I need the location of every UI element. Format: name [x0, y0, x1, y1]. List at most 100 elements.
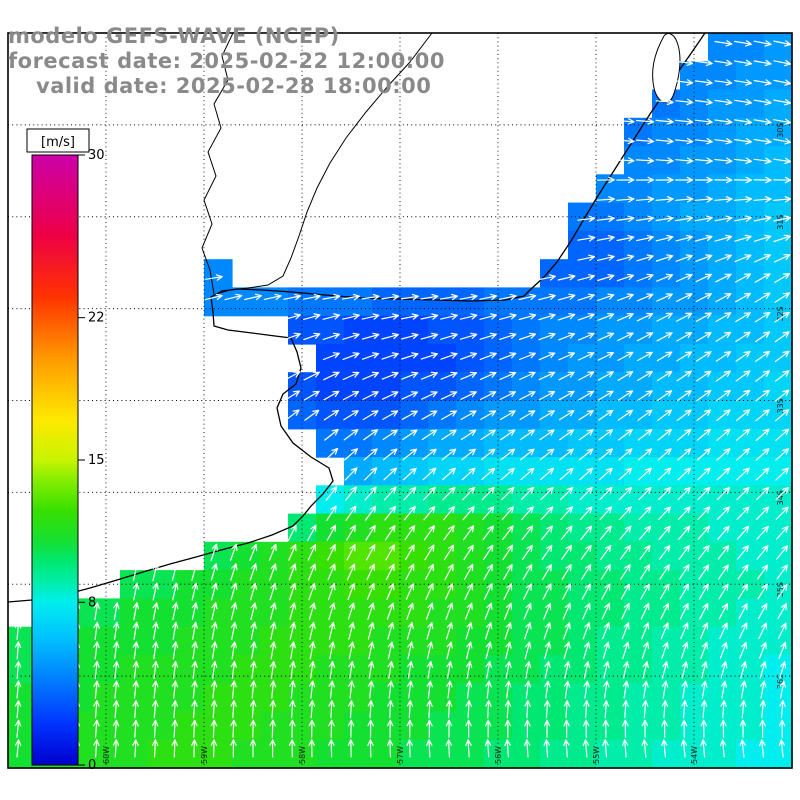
wind-arrow	[307, 544, 317, 561]
wind-arrow	[348, 700, 355, 719]
wind-cell	[400, 711, 429, 741]
wind-arrow	[714, 254, 732, 263]
wind-arrow	[289, 661, 296, 679]
wind-arrow	[347, 719, 355, 738]
wind-cell	[316, 513, 345, 543]
wind-cell	[456, 287, 485, 317]
wind-arrow	[171, 680, 179, 699]
wind-cell	[428, 372, 457, 402]
wind-arrow	[224, 293, 243, 301]
wind-arrow	[268, 543, 277, 561]
wind-arrow	[152, 680, 159, 699]
wind-arrow	[734, 234, 752, 242]
wind-arrow	[716, 467, 731, 481]
wind-arrow	[322, 313, 341, 320]
wind-cell	[316, 287, 345, 317]
wind-cell	[260, 711, 289, 741]
wind-cell	[736, 485, 765, 515]
wind-arrow	[498, 293, 517, 301]
wind-arrow	[308, 739, 315, 758]
wind-cell	[736, 654, 765, 684]
wind-cell	[232, 683, 261, 713]
wind-arrow	[14, 680, 22, 699]
wind-cell	[596, 259, 625, 289]
wind-arrow	[421, 391, 438, 400]
wind-arrow	[735, 428, 751, 441]
wind-arrow	[284, 409, 300, 421]
wind-arrow	[283, 313, 301, 321]
wind-cell	[736, 89, 765, 119]
wind-arrow	[720, 700, 727, 719]
wind-arrow	[636, 254, 654, 262]
wind-arrow	[346, 544, 356, 561]
wind-arrow	[599, 525, 612, 540]
wind-arrow	[151, 739, 159, 758]
wind-arrow	[661, 700, 669, 719]
wind-arrow	[716, 487, 730, 501]
wind-arrow	[755, 409, 770, 422]
wind-arrow	[753, 215, 772, 222]
wind-arrow	[639, 564, 651, 580]
wind-cell	[512, 654, 541, 684]
wind-cell	[316, 344, 345, 373]
wind-arrow	[323, 371, 340, 381]
wind-arrow	[676, 409, 692, 421]
wind-arrow	[479, 313, 497, 320]
wind-arrow	[755, 467, 770, 481]
wind-cell	[596, 287, 625, 317]
wind-arrow	[660, 622, 669, 640]
wind-arrow	[230, 621, 238, 640]
wind-arrow	[485, 700, 492, 719]
wind-arrow	[736, 525, 750, 540]
wind-arrow	[328, 641, 336, 660]
wind-arrow	[132, 719, 139, 738]
wind-cell	[456, 400, 485, 430]
wind-arrow	[386, 602, 395, 620]
wind-arrow	[446, 661, 453, 679]
wind-arrow	[675, 59, 694, 66]
wind-arrow	[309, 661, 316, 679]
wind-cell	[652, 117, 681, 147]
wind-arrow	[718, 564, 729, 580]
wind-arrow	[420, 371, 438, 380]
wind-cell	[512, 428, 541, 458]
wind-arrow	[740, 661, 747, 679]
wind-arrow	[485, 622, 493, 640]
wind-arrow	[250, 680, 257, 699]
wind-arrow	[404, 525, 416, 541]
wind-cell	[540, 683, 569, 713]
wind-arrow	[578, 410, 594, 421]
wind-arrow	[602, 641, 610, 660]
wind-arrow	[543, 719, 551, 738]
wind-arrow	[777, 583, 788, 600]
wind-arrow	[539, 448, 555, 461]
wind-arrow	[579, 448, 594, 461]
wind-arrow	[426, 680, 433, 699]
wind-arrow	[661, 680, 669, 699]
wind-arrow	[365, 505, 377, 521]
wind-cell	[316, 485, 345, 515]
wind-arrow	[289, 602, 297, 620]
wind-arrow	[211, 621, 218, 640]
wind-arrow	[715, 351, 732, 362]
wind-arrow	[621, 602, 630, 620]
wind-arrow	[655, 98, 674, 106]
colorbar-gradient	[31, 154, 79, 766]
wind-cell	[568, 400, 597, 430]
wind-cell	[708, 626, 737, 656]
wind-arrow	[522, 544, 533, 560]
wind-arrow	[502, 544, 514, 561]
wind-arrow	[715, 293, 732, 303]
wind-arrow	[596, 176, 615, 184]
wind-arrow	[328, 719, 335, 738]
wind-arrow	[617, 371, 634, 381]
wind-arrow	[715, 331, 732, 342]
wind-arrow	[465, 680, 473, 699]
wind-arrow	[499, 410, 516, 421]
wind-cell	[428, 683, 457, 713]
wind-arrow	[655, 137, 674, 145]
wind-arrow	[479, 332, 497, 340]
wind-arrow	[677, 506, 691, 520]
wind-arrow	[600, 544, 612, 560]
wind-arrow	[325, 486, 338, 501]
